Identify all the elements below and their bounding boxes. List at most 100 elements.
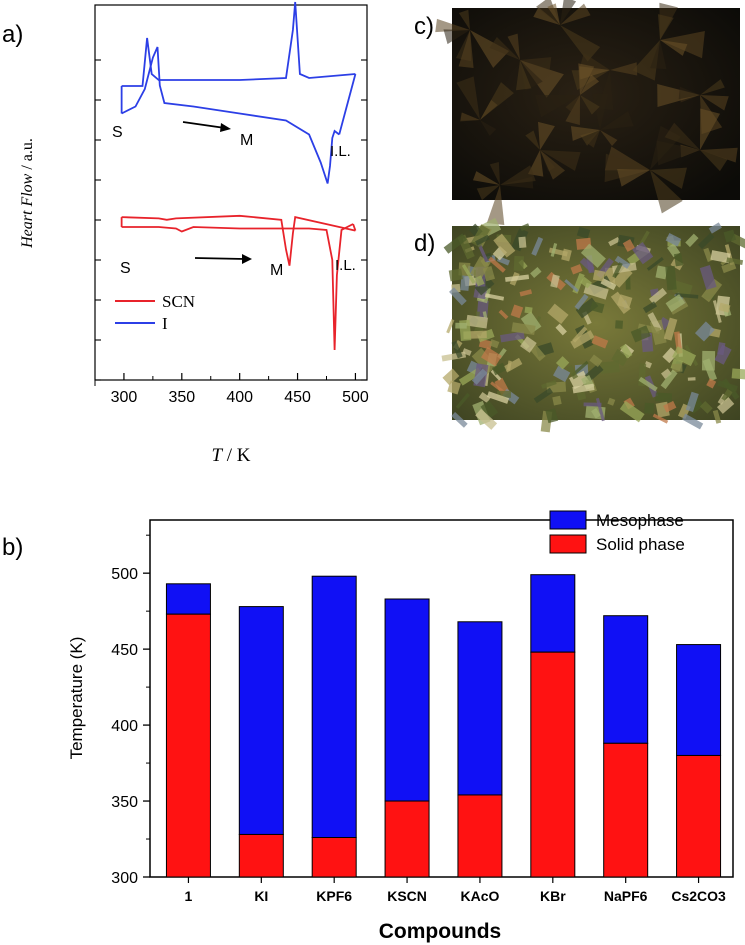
mosaic-grain [547,303,569,324]
mosaic-grain [442,368,460,386]
mosaic-grain [699,400,713,414]
dsc-i-arrow-line [182,121,226,129]
mosaic-grain [675,292,699,299]
mosaic-grain [717,380,738,392]
bar-plot-frame [149,519,734,878]
panel-label-d: d) [414,230,435,257]
micrograph-c [435,0,740,225]
mosaic-grain [529,344,546,362]
mosaic-grain [572,383,595,394]
mosaic-grain [671,280,693,298]
mosaic-grain [632,241,654,265]
fan-domain [580,74,600,95]
fan-domain [535,95,580,118]
fan-domain [650,167,687,189]
bar-x-labels: 1 KI KPF6 KSCN KAcO KBr NaPF6 Cs2CO3 [185,877,726,904]
bar-solid-phase [676,754,722,878]
mosaic-grain [723,229,737,243]
fan-domain [456,76,480,120]
fan-domain [476,185,500,201]
mosaic-grain [592,269,606,282]
mosaic-grain [701,350,716,371]
dsc-y-ticks [94,59,367,386]
dsc-scn-heating-line [121,223,354,351]
mosaic-grain [714,344,732,365]
mosaic-grain [660,368,672,380]
dsc-x-axis-label: T / K [211,445,250,466]
mosaic-grain [449,287,467,306]
fan-domain [657,14,674,41]
fan-domain [458,30,474,68]
dsc-plot-frame [94,4,368,381]
fan-domain [489,37,520,60]
mosaic-grain [448,268,464,282]
mosaic-grain [478,338,493,350]
dsc-y-axis-label: Heart Flow / a.u. [19,138,36,249]
dsc-i-heating-line [121,46,340,184]
mosaic-grain [589,354,603,367]
micrograph-d [441,217,745,433]
mosaic-grain [721,261,737,274]
mosaic-grain [687,377,696,381]
bar-solid-phase [384,800,430,878]
fan-domain [580,95,600,115]
mosaic-grain [550,243,558,257]
bar-mesophase [238,606,284,835]
mosaic-grain [663,317,678,341]
dsc-i-arrowhead [220,123,231,132]
fan-domain [604,153,650,183]
mosaic-grain [533,387,553,404]
bar-x-tick-label: 1 [185,888,193,904]
mosaic-grain [484,293,505,301]
mosaic-grain [660,369,678,390]
bar-x-tick-label: KSCN [387,888,427,904]
fan-domain [520,60,564,98]
bar-y-ticks: 300 350 400 450 500 [111,534,150,887]
panel-label-b: b) [2,534,23,561]
mosaic-grain [443,233,467,254]
mosaic-grain [591,408,601,419]
mosaic-grain [520,311,542,334]
bar-x-axis-label: Compounds [379,920,501,943]
fan-domain [527,150,544,177]
mosaic-grain [673,253,684,267]
mosaic-grain [694,321,715,342]
fan-domain [538,121,555,150]
mosaic-grain [730,233,745,251]
fan-domain [472,171,500,185]
fan-domain [460,112,480,122]
fan-domain [592,93,609,130]
dsc-i-label-meso: M [240,132,253,149]
mosaic-grain [685,233,699,248]
dsc-scn-arrowhead [242,254,252,264]
mosaic-grain [513,255,524,271]
mosaic-grain [555,356,570,370]
fan-domain [435,18,470,33]
fan-domain [700,95,729,111]
mosaic-grain [480,400,499,419]
fan-domain [500,165,536,185]
mosaic-grain [685,391,699,413]
bar-mesophase [530,574,576,653]
mosaic-grain [718,302,731,313]
mosaic-grain [665,294,686,313]
mosaic-grain [465,314,488,329]
bar-legend-solid-label: Solid phase [596,535,685,554]
mosaic-grain [672,363,683,373]
bar-x-tick-label: KAcO [460,888,499,904]
bar-x-tick-label: KBr [540,888,566,904]
mosaic-grain [490,369,502,381]
mosaic-grain [506,360,512,371]
fan-domain [547,3,560,25]
mosaic-grain [510,304,524,319]
fan-domain [570,126,600,141]
micrograph-d-texture [441,217,745,433]
bar-y-tick-label: 400 [111,718,138,735]
mosaic-grain [511,322,536,336]
dsc-x-tick-label: 300 [111,389,138,406]
mosaic-grain [518,236,527,248]
fan-domain [585,130,600,148]
mosaic-grain [716,397,735,414]
fan-domain [443,29,470,45]
